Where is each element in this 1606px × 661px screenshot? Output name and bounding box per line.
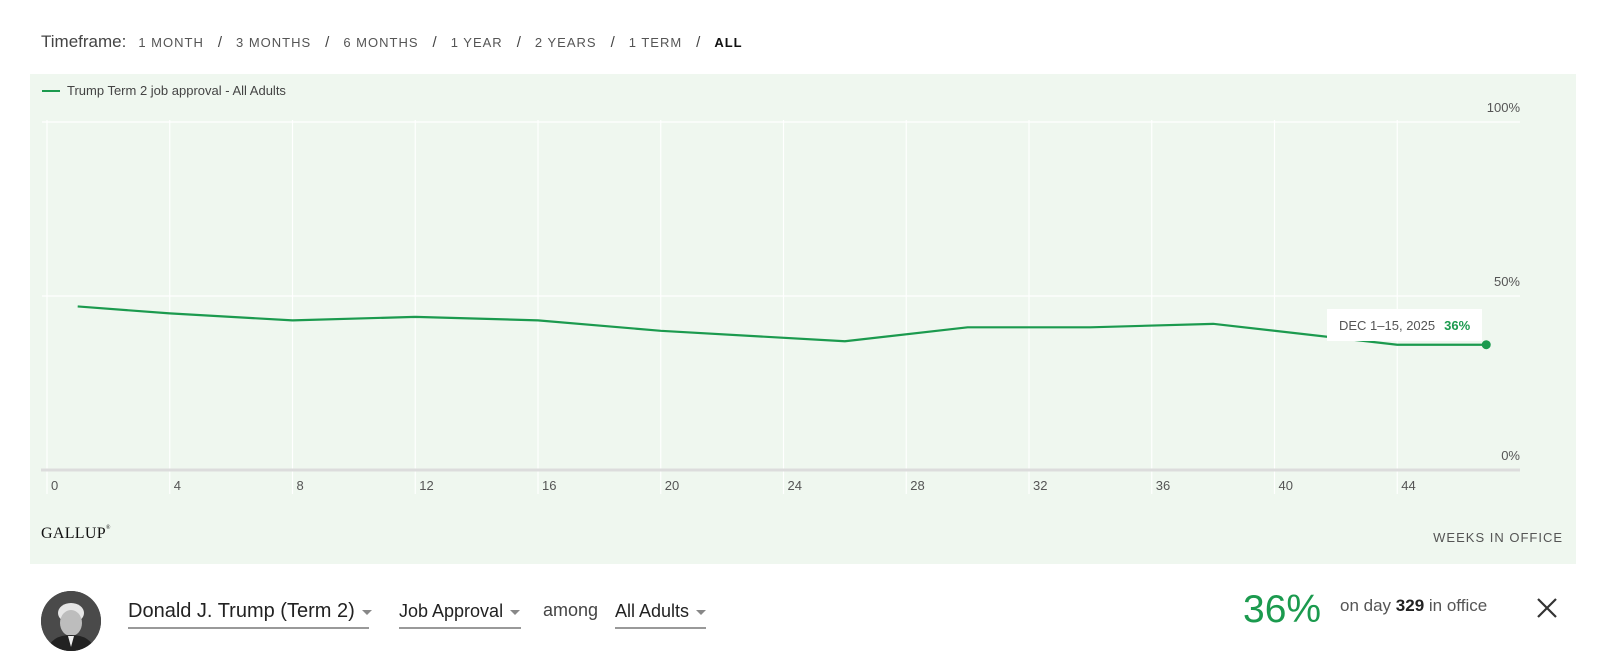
timeframe-separator: / — [610, 33, 615, 51]
approval-line-chart: 0% 50% 100% 0 4 8 12 16 20 24 28 32 36 40 44 — [41, 100, 1521, 494]
timeframe-option-6-months[interactable]: 6 MONTHS — [343, 34, 419, 50]
president-select[interactable]: Donald J. Trump (Term 2) — [128, 595, 372, 629]
metric-select-value: Job Approval — [399, 600, 504, 621]
timeframe-option-3-months[interactable]: 3 MONTHS — [236, 34, 312, 50]
gallup-logo: GALLUP® — [41, 525, 111, 542]
chevron-down-icon — [361, 610, 372, 615]
x-tick-label: 4 — [174, 478, 181, 493]
timeframe-separator: / — [432, 33, 437, 51]
timeframe-option-1-term[interactable]: 1 TERM — [628, 34, 683, 50]
x-axis-label: WEEKS IN OFFICE — [1433, 530, 1563, 545]
timeframe-separator: / — [696, 33, 701, 51]
x-tick-label: 8 — [297, 478, 304, 493]
president-avatar — [41, 591, 101, 651]
x-tick-label: 32 — [1033, 478, 1047, 493]
timeframe-option-2-years[interactable]: 2 YEARS — [534, 34, 597, 50]
current-approval-value: 36% — [1243, 588, 1322, 631]
x-tick-label: 24 — [788, 478, 802, 493]
timeframe-option-1-year[interactable]: 1 YEAR — [450, 34, 503, 50]
y-tick-label: 100% — [1487, 100, 1521, 115]
among-label: among — [543, 600, 599, 620]
chevron-down-icon — [510, 610, 521, 615]
legend-swatch — [42, 89, 60, 92]
legend-label: Trump Term 2 job approval - All Adults — [67, 83, 286, 98]
close-button[interactable] — [1532, 593, 1562, 623]
chevron-down-icon — [696, 610, 707, 615]
series-endpoint — [1481, 340, 1491, 350]
tooltip-date: DEC 1–15, 2025 — [1339, 317, 1436, 333]
chart-panel: Trump Term 2 job approval - All Adults 0… — [30, 74, 1576, 564]
timeframe-separator: / — [325, 33, 330, 51]
population-select[interactable]: All Adults — [615, 595, 707, 629]
day-in-office-text: on day 329 in office — [1340, 596, 1488, 615]
timeframe-option-all[interactable]: ALL — [714, 34, 743, 50]
x-tick-label: 44 — [1401, 478, 1415, 493]
x-tick-label: 28 — [910, 478, 924, 493]
x-tick-label: 20 — [665, 478, 679, 493]
x-tick-label: 36 — [1156, 478, 1170, 493]
population-select-value: All Adults — [615, 600, 690, 621]
timeframe-separator: / — [516, 33, 521, 51]
timeframe-label: Timeframe: — [41, 32, 127, 51]
tooltip-value: 36% — [1444, 317, 1471, 333]
selection-controls: Donald J. Trump (Term 2) Job Approval am… — [0, 580, 1606, 651]
data-tooltip: DEC 1–15, 2025 36% — [1327, 309, 1483, 341]
x-tick-label: 16 — [542, 478, 556, 493]
day-number: 329 — [1395, 596, 1425, 615]
timeframe-selector: Timeframe: 1 MONTH / 3 MONTHS / 6 MONTHS / 1 Y… — [41, 30, 743, 54]
timeframe-option-1-month[interactable]: 1 MONTH — [138, 34, 204, 50]
metric-select[interactable]: Job Approval — [399, 595, 521, 629]
y-tick-label: 50% — [1494, 274, 1520, 289]
y-tick-label: 0% — [1501, 448, 1520, 463]
chart-legend: Trump Term 2 job approval - All Adults — [42, 83, 286, 98]
timeframe-options: 1 MONTH / 3 MONTHS / 6 MONTHS / 1 YEAR / 2 YEARS… — [138, 34, 742, 51]
x-tick-label: 40 — [1279, 478, 1293, 493]
x-tick-label: 12 — [419, 478, 433, 493]
x-tick-label: 0 — [51, 478, 58, 493]
close-icon — [1537, 598, 1557, 618]
timeframe-separator: / — [217, 33, 222, 51]
president-select-value: Donald J. Trump (Term 2) — [128, 599, 355, 622]
series-line — [77, 305, 1487, 346]
